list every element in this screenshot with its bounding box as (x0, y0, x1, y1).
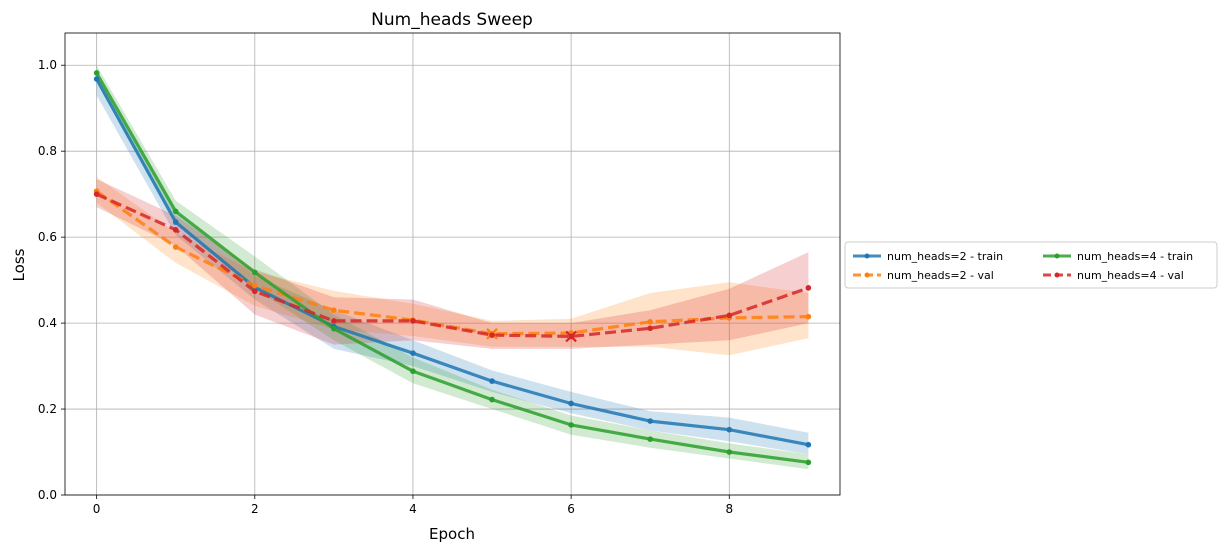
axis-ticks: 0 2 4 6 8 0.0 0.2 0.4 0.6 0.8 1.0 (38, 58, 733, 516)
series-line-1 (95, 78, 809, 447)
data-point-1 (93, 76, 100, 82)
data-point-1 (805, 441, 812, 448)
y-tick-label: 0.8 (38, 144, 57, 158)
data-point-3 (805, 459, 812, 466)
data-point-4 (172, 227, 179, 233)
data-point-2 (251, 282, 258, 289)
y-tick-label: 0.0 (38, 488, 57, 502)
data-point-3 (489, 396, 495, 403)
data-point-2 (805, 313, 812, 320)
data-point-4 (805, 285, 812, 291)
y-tick-label: 0.2 (38, 402, 57, 416)
data-point-1 (568, 400, 574, 407)
confidence-bands (96, 65, 809, 470)
legend-marker-3 (1054, 253, 1060, 259)
series-line-4 (95, 192, 809, 338)
chart-title: Num_heads Sweep (371, 10, 533, 30)
data-point-1 (172, 219, 179, 225)
y-tick-label: 1.0 (38, 58, 57, 72)
series-line-3 (95, 72, 809, 464)
x-tick-label: 4 (409, 502, 417, 516)
y-axis-label: Loss (10, 248, 28, 281)
plot-area-frame (64, 32, 841, 496)
data-point-2 (172, 244, 179, 250)
data-point-3 (251, 269, 258, 276)
data-point-3 (568, 422, 574, 428)
data-point-2 (331, 307, 337, 314)
x-axis-label: Epoch (429, 525, 475, 543)
data-point-4 (410, 318, 416, 324)
data-point-3 (331, 325, 337, 332)
x-tick-label: 0 (93, 502, 101, 516)
data-point-1 (489, 378, 495, 384)
confidence-band-4 (96, 179, 809, 349)
data-point-1 (726, 426, 733, 433)
data-point-4 (726, 312, 733, 319)
data-point-2 (647, 319, 654, 325)
legend-box (844, 241, 1218, 289)
x-tick-label: 8 (725, 502, 733, 516)
best-epoch-marker-4 (565, 330, 577, 343)
confidence-band-1 (96, 73, 809, 455)
legend-marker-2 (864, 272, 870, 278)
legend-label-3: num_heads=4 - train (1077, 250, 1193, 263)
series-lines (95, 72, 809, 464)
best-marker-stroke (565, 330, 577, 343)
y-tick-label: 0.4 (38, 316, 57, 330)
data-point-3 (93, 70, 100, 76)
data-point-4 (331, 318, 337, 324)
data-point-1 (647, 418, 654, 424)
series-markers (93, 70, 812, 466)
data-point-4 (93, 191, 100, 197)
confidence-band-3 (96, 65, 809, 470)
legend-marker-1 (864, 253, 870, 259)
legend-label-2: num_heads=2 - val (887, 269, 994, 282)
y-tick-label: 0.6 (38, 230, 57, 244)
data-point-4 (489, 332, 495, 338)
legend: num_heads=2 - train num_heads=2 - val num_… (844, 241, 1218, 289)
data-point-4 (647, 325, 654, 332)
data-point-3 (172, 208, 179, 215)
data-point-3 (647, 436, 654, 442)
x-tick-label: 6 (567, 502, 575, 516)
data-point-3 (410, 368, 416, 375)
data-point-1 (410, 350, 416, 356)
data-point-3 (726, 449, 733, 455)
legend-marker-4 (1054, 272, 1060, 278)
legend-label-1: num_heads=2 - train (887, 250, 1003, 263)
confidence-band-2 (96, 177, 809, 356)
legend-label-4: num_heads=4 - val (1077, 269, 1184, 282)
data-point-4 (251, 288, 258, 295)
x-tick-label: 2 (251, 502, 259, 516)
